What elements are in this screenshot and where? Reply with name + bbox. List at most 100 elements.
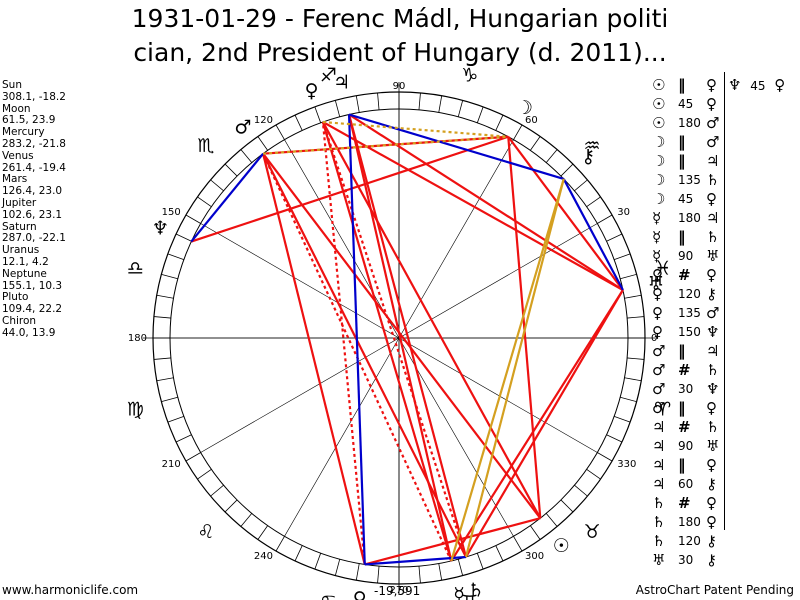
aspect-planet-2: ♀ xyxy=(706,456,717,474)
degree-tick xyxy=(574,484,588,497)
aspect-planet-1: ☉ xyxy=(652,95,666,113)
planet-name-moon: Moon xyxy=(2,102,31,115)
aspect-angle: # xyxy=(678,266,691,284)
degree-tick xyxy=(224,163,238,177)
aspect-angle: ‖ xyxy=(678,152,686,170)
planet-position-mercury: 283.2, -21.8 xyxy=(2,137,66,150)
aspect-planet-2: ♀ xyxy=(706,190,717,208)
degree-tick xyxy=(560,499,574,513)
zodiac-glyph: ♈ xyxy=(654,399,671,421)
aspect-angle: 90 xyxy=(678,249,694,263)
degree-tick xyxy=(418,566,421,584)
aspect-planet-1: ♄ xyxy=(652,513,666,531)
degree-tick xyxy=(377,92,380,110)
aspect-line-sun-pluto xyxy=(321,121,542,519)
aspect-row: ☉ 45 ♀ xyxy=(652,95,730,114)
aspect-line-mercury-jupiter xyxy=(347,114,453,562)
planet-position-list: Sun 308.1, -18.2 Moon 61.5, 23.9 Mercury 283.… xyxy=(2,79,66,340)
degree-tick xyxy=(418,92,421,110)
aspect-planet-2: ♃ xyxy=(706,152,720,170)
planet-glyph-sun: ☉ xyxy=(553,535,570,557)
zodiac-glyph: ♓ xyxy=(654,257,671,279)
aspect-row: ♅ 30 ⚷ xyxy=(652,551,730,570)
table-divider xyxy=(724,72,725,530)
aspect-planet-1: ♀ xyxy=(652,285,663,303)
aspect-line-mars-neptune xyxy=(190,152,264,243)
spoke-line xyxy=(284,139,400,339)
degree-tick xyxy=(314,553,322,570)
degree-tick xyxy=(153,357,171,360)
degree-tick xyxy=(627,357,645,360)
planet-name-jupiter: Jupiter xyxy=(2,196,37,209)
aspect-planet-1: ☉ xyxy=(652,114,666,132)
zodiac-glyph: ♍ xyxy=(127,399,144,421)
aspect-row: ♀ 120 ⚷ xyxy=(652,285,730,304)
aspect-angle: 45 xyxy=(678,97,694,111)
aspect-angle: 30 xyxy=(678,553,694,567)
aspect-line-venus-pluto xyxy=(321,121,366,565)
footer-website[interactable]: www.harmoniclife.com xyxy=(2,583,139,597)
aspect-angle: # xyxy=(678,494,691,512)
degree-tick xyxy=(210,484,224,497)
aspect-line-mercury-pluto xyxy=(321,121,453,562)
planet-glyph-jupiter: ♃ xyxy=(333,71,350,93)
degree-tick xyxy=(240,513,253,527)
zodiac-glyph: ♌ xyxy=(197,521,214,543)
degree-tick xyxy=(314,106,322,123)
planet-glyph-neptune: ♆ xyxy=(152,217,169,239)
aspect-line-mars-moon xyxy=(263,135,509,155)
planet-position-uranus: 12.1, 4.2 xyxy=(2,255,49,268)
aspect-planet-1: ☽ xyxy=(652,133,666,151)
aspect-planet-2: ♆ xyxy=(706,323,720,341)
degree-label: 150 xyxy=(162,207,181,218)
aspect-row: ♂ 30 ♆ xyxy=(652,380,730,399)
chart-title: 1931-01-29 - Ferenc Mádl, Hungarian poli… xyxy=(100,2,700,70)
degree-tick xyxy=(597,452,613,462)
spoke-line xyxy=(398,337,514,537)
aspect-planet-1: ♃ xyxy=(652,437,666,455)
degree-tick xyxy=(334,100,341,117)
aspect-line-uranus-pluto xyxy=(322,121,624,291)
aspect-planet-1: ☿ xyxy=(652,228,662,246)
degree-label: 60 xyxy=(525,115,538,126)
degree-tick xyxy=(377,566,380,584)
degree-tick xyxy=(530,136,541,151)
aspect-angle: 150 xyxy=(678,325,701,339)
aspect-angle: # xyxy=(678,361,691,379)
planet-position-mars: 126.4, 23.0 xyxy=(2,185,63,198)
aspect-line-saturn-uranus xyxy=(465,289,624,558)
aspect-row: ♀ 135 ♂ xyxy=(652,304,730,323)
zodiac-glyph: ♑ xyxy=(461,64,478,86)
degree-label: 330 xyxy=(617,459,636,470)
degree-tick xyxy=(355,95,360,113)
aspect-angle: 30 xyxy=(678,382,694,396)
aspect-lines xyxy=(190,113,624,566)
planet-glyph-pluto: ♀ xyxy=(305,80,319,102)
degree-tick xyxy=(495,114,504,131)
aspect-planet-2: ♀ xyxy=(706,76,717,94)
degree-label: 180 xyxy=(128,333,147,344)
aspect-planet-1: ☿ xyxy=(652,247,662,265)
zodiac-glyph: ♏ xyxy=(197,135,214,157)
degree-tick xyxy=(185,452,201,462)
aspect-row: ♃ 60 ⚷ xyxy=(652,475,730,494)
aspect-planet-2: ♂ xyxy=(706,304,720,322)
aspect-row: ♄ 120 ⚷ xyxy=(652,532,730,551)
aspect-angle: 120 xyxy=(678,534,701,548)
aspect-planet-1: ♂ xyxy=(652,380,666,398)
aspect-line-moon-uranus xyxy=(507,136,624,291)
planet-position-moon: 61.5, 23.9 xyxy=(2,114,56,127)
degree-tick xyxy=(457,100,464,117)
degree-label: 30 xyxy=(617,207,630,218)
planet-name-sun: Sun xyxy=(2,79,22,91)
degree-tick xyxy=(586,196,601,207)
degree-tick xyxy=(620,396,637,403)
degree-tick xyxy=(620,273,637,280)
aspect-line-venus-saturn xyxy=(364,555,467,566)
aspect-planet-1: ♅ xyxy=(652,551,666,569)
zodiac-glyph: ♉ xyxy=(584,521,601,543)
aspect-row: ♄ 180 ♀ xyxy=(652,513,730,532)
degree-label: 300 xyxy=(525,551,544,562)
wheel-labels: 0 30 60 90 120 150 180 210 240 270 300 330 ♓ ♒ ♑ ♐ ♏ ♎ ♍ ♌ ♋… xyxy=(127,64,671,600)
